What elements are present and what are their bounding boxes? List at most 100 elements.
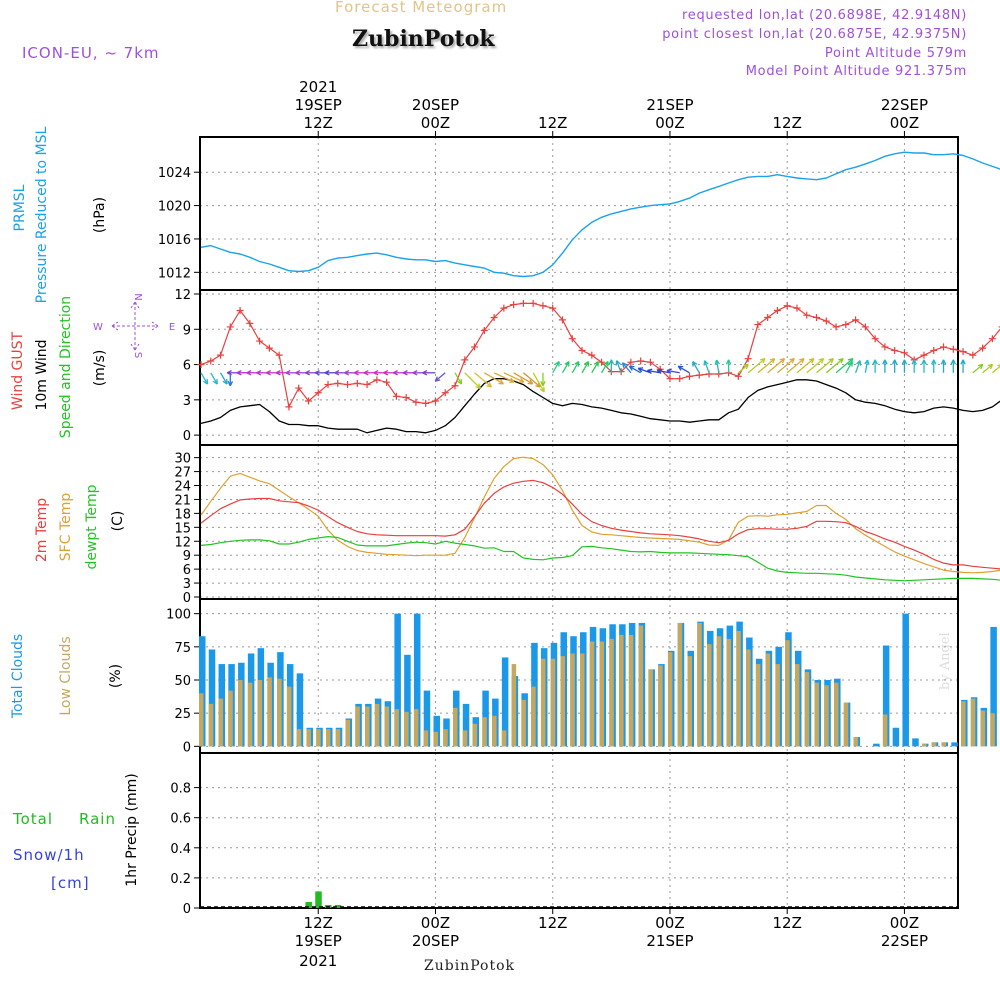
wind-arrow xyxy=(200,372,209,385)
pressure-ytick-label: 1012 xyxy=(158,266,191,281)
gust-marker xyxy=(930,346,938,354)
wind-arrow-head xyxy=(212,379,218,385)
low-cloud-bar xyxy=(648,669,653,747)
low-cloud-bar xyxy=(658,665,663,747)
precip-label-snow: Snow/1h xyxy=(13,846,85,864)
wind-label-direction: Speed and Direction xyxy=(58,296,74,438)
gust-marker xyxy=(734,372,742,380)
low-cloud-bar xyxy=(834,682,839,747)
clouds-ytick-label: 75 xyxy=(174,641,191,656)
location-title: ZubinPotok xyxy=(352,26,495,52)
precip-label-cm: [cm] xyxy=(51,874,90,892)
total-cloud-bar xyxy=(413,613,421,747)
low-cloud-bar xyxy=(638,625,644,747)
precip-ytick-label: 0.6 xyxy=(170,812,191,827)
clouds-ytick-label: 100 xyxy=(166,608,191,623)
low-cloud-bar xyxy=(804,672,810,747)
wind-arrow-head xyxy=(930,359,937,365)
sfc-temp-line xyxy=(200,456,1000,574)
gust-marker xyxy=(363,381,371,389)
temp-ytick-label: 12 xyxy=(174,535,191,550)
wind-arrow-head xyxy=(554,360,560,367)
low-cloud-bar xyxy=(921,743,927,747)
wind-arrow-head xyxy=(855,360,862,366)
wind-arrow-head xyxy=(818,358,825,364)
low-cloud-bar xyxy=(326,729,331,747)
pressure-panel: 1012 1016 1020 1024 xyxy=(158,136,959,291)
wind-panel: 0 3 6 9 12 xyxy=(174,288,959,446)
total-cloud-bar xyxy=(394,613,401,747)
gust-marker xyxy=(920,351,928,359)
time-label-top: 12Z xyxy=(304,114,333,132)
low-cloud-bar xyxy=(931,742,937,747)
temp-2m-line xyxy=(200,479,1000,570)
low-cloud-bar xyxy=(286,686,292,747)
low-cloud-bar xyxy=(707,644,712,747)
time-label-bottom: 00Z xyxy=(655,914,684,932)
wind-arrow-head xyxy=(518,377,525,383)
gust-marker xyxy=(529,299,537,307)
wind-arrow xyxy=(464,372,481,389)
clouds-ytick-label: 0 xyxy=(183,740,191,755)
time-label-top: 2021 xyxy=(299,78,337,96)
gust-marker xyxy=(842,321,850,329)
low-cloud-bar xyxy=(628,634,634,747)
time-label-bottom: 20SEP xyxy=(412,932,459,950)
clouds-unit: (%) xyxy=(108,664,124,688)
wind-arrow-head xyxy=(236,370,242,376)
gust-marker xyxy=(793,304,801,312)
temp-ytick-label: 21 xyxy=(174,493,191,508)
low-cloud-bar xyxy=(345,719,351,747)
low-cloud-bar xyxy=(540,658,546,747)
wind-arrow-head xyxy=(621,362,628,368)
wind-arrow-head xyxy=(285,370,291,376)
precip-unit: 1hr Precip (mm) xyxy=(124,773,140,886)
wind-arrow xyxy=(715,359,720,373)
gust-marker xyxy=(578,346,586,354)
gust-marker xyxy=(813,314,821,322)
gust-marker xyxy=(217,351,225,359)
wind-arrow-head xyxy=(847,360,853,367)
gust-marker xyxy=(226,323,234,331)
time-label-top: 19SEP xyxy=(295,96,342,114)
wind-arrow xyxy=(757,358,776,374)
precip-ytick-label: 0 xyxy=(183,902,191,917)
low-cloud-bar xyxy=(824,685,829,747)
time-label-top: 12Z xyxy=(773,114,802,132)
compass-n: N xyxy=(132,293,143,300)
total-cloud-bar xyxy=(462,703,470,747)
wind-speed-line xyxy=(200,378,1000,434)
gust-marker xyxy=(832,323,840,331)
wind-arrow-head xyxy=(901,359,908,365)
pressure-ytick-label: 1024 xyxy=(158,166,191,181)
gust-marker xyxy=(959,348,967,356)
temp-ytick-label: 0 xyxy=(183,591,191,606)
gust-marker xyxy=(803,311,811,319)
compass-arrows xyxy=(111,301,159,351)
wind-arrow-head xyxy=(828,358,834,364)
low-cloud-bar xyxy=(882,714,888,747)
low-cloud-bar xyxy=(775,664,780,747)
gust-marker xyxy=(304,397,312,405)
wind-arrow-head xyxy=(486,382,493,388)
wind-arrow-head xyxy=(808,358,815,364)
temp-ytick-label: 9 xyxy=(183,549,191,564)
low-cloud-bar xyxy=(843,702,849,747)
low-cloud-bar xyxy=(677,622,683,747)
time-label-bottom: 22SEP xyxy=(881,932,928,950)
cloud-bars xyxy=(199,613,997,747)
low-cloud-bar xyxy=(765,653,771,747)
compass-s: S xyxy=(132,352,143,358)
model-label: ICON-EU, ~ 7km xyxy=(22,44,160,62)
header-top-title: Forecast Meteogram xyxy=(335,0,508,16)
wind-arrow-head xyxy=(977,363,984,370)
gust-marker xyxy=(461,356,469,364)
total-cloud-bar xyxy=(902,613,909,747)
wind-arrow xyxy=(616,360,622,374)
low-cloud-bar xyxy=(609,638,614,747)
precip-panel: 0 0.2 0.4 0.6 0.8 xyxy=(170,752,959,917)
low-cloud-bar xyxy=(433,731,438,747)
precip-bar xyxy=(305,901,312,908)
wind-arrow-head xyxy=(227,381,234,387)
gust-marker xyxy=(402,393,410,401)
